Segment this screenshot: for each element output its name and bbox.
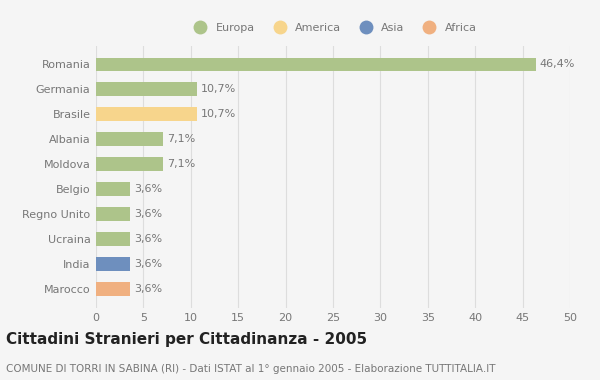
- Text: 3,6%: 3,6%: [134, 209, 162, 219]
- Bar: [96, 157, 163, 171]
- Text: Cittadini Stranieri per Cittadinanza - 2005: Cittadini Stranieri per Cittadinanza - 2…: [6, 332, 367, 347]
- Text: 3,6%: 3,6%: [134, 284, 162, 294]
- Text: 7,1%: 7,1%: [167, 159, 196, 169]
- Text: COMUNE DI TORRI IN SABINA (RI) - Dati ISTAT al 1° gennaio 2005 - Elaborazione TU: COMUNE DI TORRI IN SABINA (RI) - Dati IS…: [6, 364, 496, 374]
- Bar: [96, 108, 197, 121]
- Text: 46,4%: 46,4%: [539, 59, 575, 70]
- Bar: [96, 257, 130, 271]
- Text: 10,7%: 10,7%: [201, 84, 236, 94]
- Text: 7,1%: 7,1%: [167, 134, 196, 144]
- Text: 3,6%: 3,6%: [134, 234, 162, 244]
- Text: 3,6%: 3,6%: [134, 259, 162, 269]
- Bar: [96, 82, 197, 96]
- Bar: [96, 232, 130, 246]
- Bar: [96, 282, 130, 296]
- Text: 10,7%: 10,7%: [201, 109, 236, 119]
- Text: 3,6%: 3,6%: [134, 184, 162, 194]
- Bar: [96, 182, 130, 196]
- Bar: [96, 207, 130, 221]
- Bar: [96, 132, 163, 146]
- Bar: [96, 57, 536, 71]
- Legend: Europa, America, Asia, Africa: Europa, America, Asia, Africa: [185, 19, 481, 37]
